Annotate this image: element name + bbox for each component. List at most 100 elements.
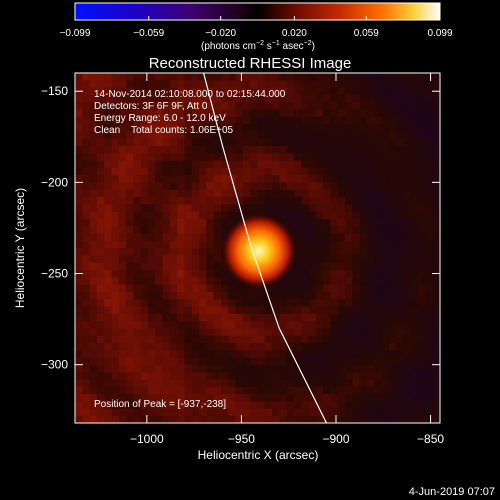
image-pixel [184, 372, 193, 380]
image-pixel [133, 343, 142, 351]
image-pixel [418, 124, 426, 132]
image-pixel [323, 182, 331, 191]
image-pixel [337, 357, 346, 366]
image-pixel [162, 284, 171, 293]
image-pixel [286, 357, 295, 366]
image-pixel [111, 343, 120, 351]
image-pixel [308, 124, 317, 132]
image-pixel [242, 343, 251, 351]
image-pixel [294, 226, 302, 234]
image-pixel [425, 109, 434, 118]
image-pixel [199, 270, 207, 278]
image-pixel [359, 153, 368, 161]
image-pixel [337, 204, 346, 213]
image-pixel [367, 328, 375, 337]
image-pixel [323, 219, 331, 227]
image-pixel [308, 160, 317, 169]
image-pixel [396, 306, 404, 315]
image-pixel [221, 292, 229, 300]
image-pixel [191, 277, 200, 286]
image-pixel [388, 189, 397, 198]
image-pixel [352, 357, 361, 366]
image-pixel [89, 73, 98, 81]
image-pixel [381, 189, 390, 198]
image-pixel [221, 167, 229, 176]
image-pixel [323, 116, 331, 125]
image-pixel [89, 153, 98, 161]
image-pixel [374, 182, 382, 191]
image-pixel [126, 153, 134, 161]
image-pixel [257, 153, 266, 161]
image-pixel [235, 197, 244, 205]
image-pixel [242, 124, 251, 132]
image-pixel [286, 350, 295, 359]
image-pixel [425, 197, 434, 205]
image-pixel [294, 299, 302, 307]
image-pixel [118, 138, 127, 147]
image-pixel [257, 109, 266, 118]
image-pixel [301, 248, 309, 256]
image-pixel [235, 372, 244, 380]
image-pixel [345, 197, 353, 205]
solar-limb-line [203, 73, 328, 423]
image-pixel [242, 386, 251, 395]
image-pixel [162, 167, 171, 176]
image-pixel [381, 124, 390, 132]
image-pixel [162, 416, 171, 423]
image-pixel [381, 131, 390, 140]
image-pixel [118, 416, 127, 423]
x-axis-ticks: −1000 −950 −900 −850 [130, 73, 444, 446]
image-pixel [191, 189, 200, 198]
annotation-block: 14-Nov-2014 02:10:08.000 to 02:15:44.000… [94, 89, 286, 136]
image-pixel [315, 372, 324, 380]
image-pixel [169, 394, 178, 402]
image-pixel [403, 80, 412, 88]
image-pixel [162, 175, 171, 183]
image-pixel [75, 357, 83, 366]
image-pixel [191, 73, 200, 81]
image-pixel [169, 197, 178, 205]
image-pixel [228, 167, 236, 176]
image-pixel [374, 153, 382, 161]
image-pixel [374, 87, 382, 96]
colorbar-gradient [74, 2, 441, 21]
image-pixel [286, 343, 295, 351]
image-pixel [374, 124, 382, 132]
image-pixel [367, 299, 375, 307]
image-pixel [184, 102, 193, 110]
image-pixel [126, 109, 134, 118]
image-pixel [169, 153, 178, 161]
image-pixel [345, 379, 353, 388]
image-pixel [308, 262, 317, 271]
image-pixel [315, 102, 324, 110]
image-pixel [133, 138, 142, 147]
image-pixel [155, 277, 163, 286]
image-pixel [279, 160, 288, 169]
image-pixel [96, 335, 105, 344]
image-pixel [111, 379, 120, 388]
image-pixel [191, 299, 200, 307]
image-pixel [184, 131, 193, 140]
image-pixel [140, 146, 149, 154]
image-pixel [118, 401, 127, 410]
image-pixel [96, 401, 105, 410]
image-pixel [374, 416, 382, 423]
image-pixel [133, 262, 142, 271]
image-pixel [396, 328, 404, 337]
image-pixel [191, 379, 200, 388]
image-pixel [148, 175, 156, 183]
image-pixel [177, 102, 185, 110]
image-pixel [221, 146, 229, 154]
colorbar: −0.099 −0.059 −0.020 0.020 0.059 0.099 (photo… [60, 2, 453, 52]
image-pixel [140, 408, 149, 417]
image-pixel [242, 401, 251, 410]
image-pixel [118, 211, 127, 220]
image-pixel [96, 109, 105, 118]
image-pixel [96, 197, 105, 205]
image-pixel [308, 313, 317, 322]
image-pixel [432, 365, 440, 373]
image-pixel [235, 394, 244, 402]
image-pixel [381, 343, 390, 351]
image-pixel [396, 226, 404, 234]
image-pixel [118, 189, 127, 198]
